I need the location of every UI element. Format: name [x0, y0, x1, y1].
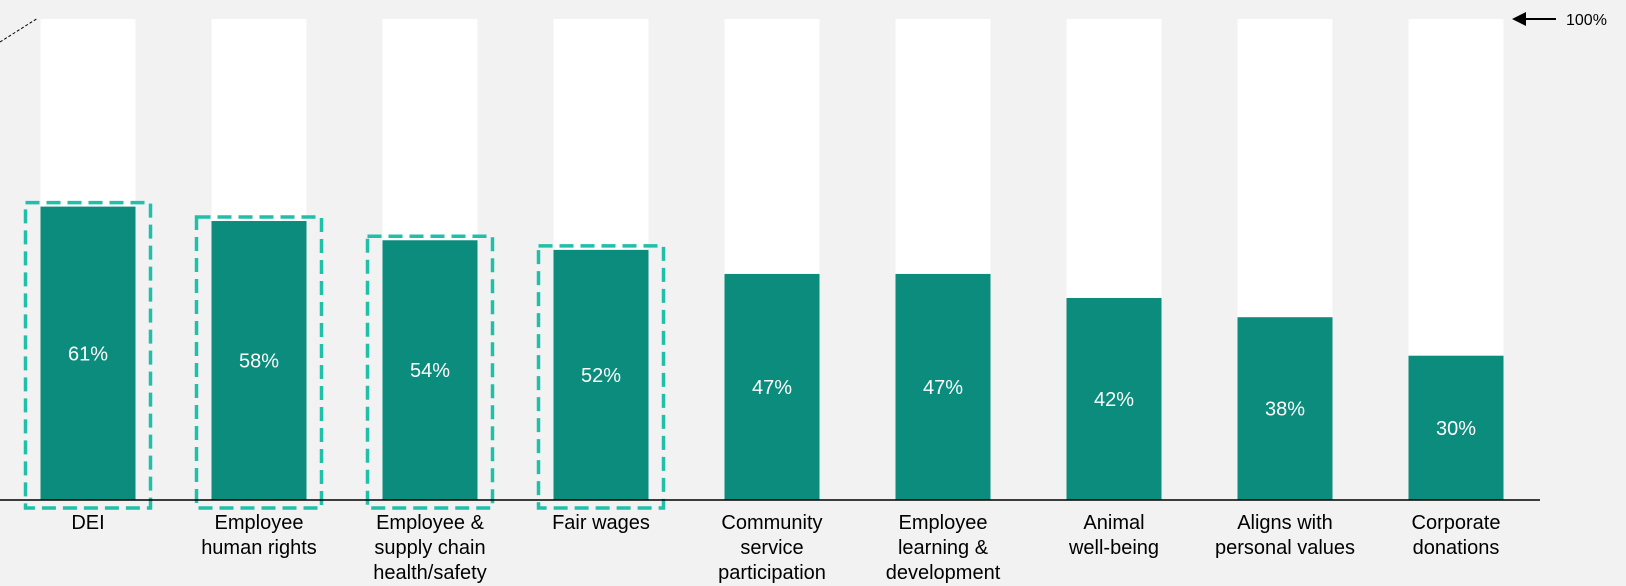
bar: [382, 240, 478, 500]
category-label: Community service participation: [718, 512, 826, 584]
bar-value-label: 42%: [1094, 389, 1134, 411]
bar-value-label: 47%: [923, 377, 963, 399]
bar-value-label: 61%: [68, 343, 108, 365]
corner-dashed-line: [0, 17, 39, 43]
bar: [1066, 297, 1162, 500]
left-arrow-icon: [1512, 12, 1526, 26]
highlight-box: [365, 234, 495, 510]
bar-value-label: 38%: [1265, 399, 1305, 421]
bar: [895, 273, 991, 500]
category-label: Aligns with personal values: [1215, 512, 1355, 559]
category-label: Employee human rights: [201, 512, 317, 559]
bar-value-label: 47%: [752, 377, 792, 399]
bar: [724, 273, 820, 500]
category-label: Fair wages: [552, 512, 650, 534]
bar-value-label: 58%: [239, 351, 279, 373]
bar-value-label: 30%: [1436, 418, 1476, 440]
reference-marker: 100%: [1512, 12, 1607, 29]
highlight-box: [536, 244, 666, 510]
labels-layer: 61% DEI 58% Employee human rights 54% Employee…: [68, 343, 1500, 584]
bar: [211, 221, 307, 500]
category-label: Corporate donations: [1412, 512, 1501, 559]
highlight-box: [23, 200, 153, 510]
bar: [40, 206, 136, 500]
reference-label: 100%: [1566, 12, 1607, 29]
category-label: Employee learning & development: [886, 512, 1001, 584]
bar-value-label: 54%: [410, 360, 450, 382]
bar: [553, 249, 649, 500]
bar: [1408, 355, 1504, 500]
category-label: Animal well-being: [1068, 512, 1159, 559]
bar: [1237, 317, 1333, 500]
bar-value-label: 52%: [581, 365, 621, 387]
category-label: Employee & supply chain health/safety: [373, 512, 486, 584]
category-label: DEI: [71, 512, 104, 534]
bars-layer: [23, 19, 1504, 510]
